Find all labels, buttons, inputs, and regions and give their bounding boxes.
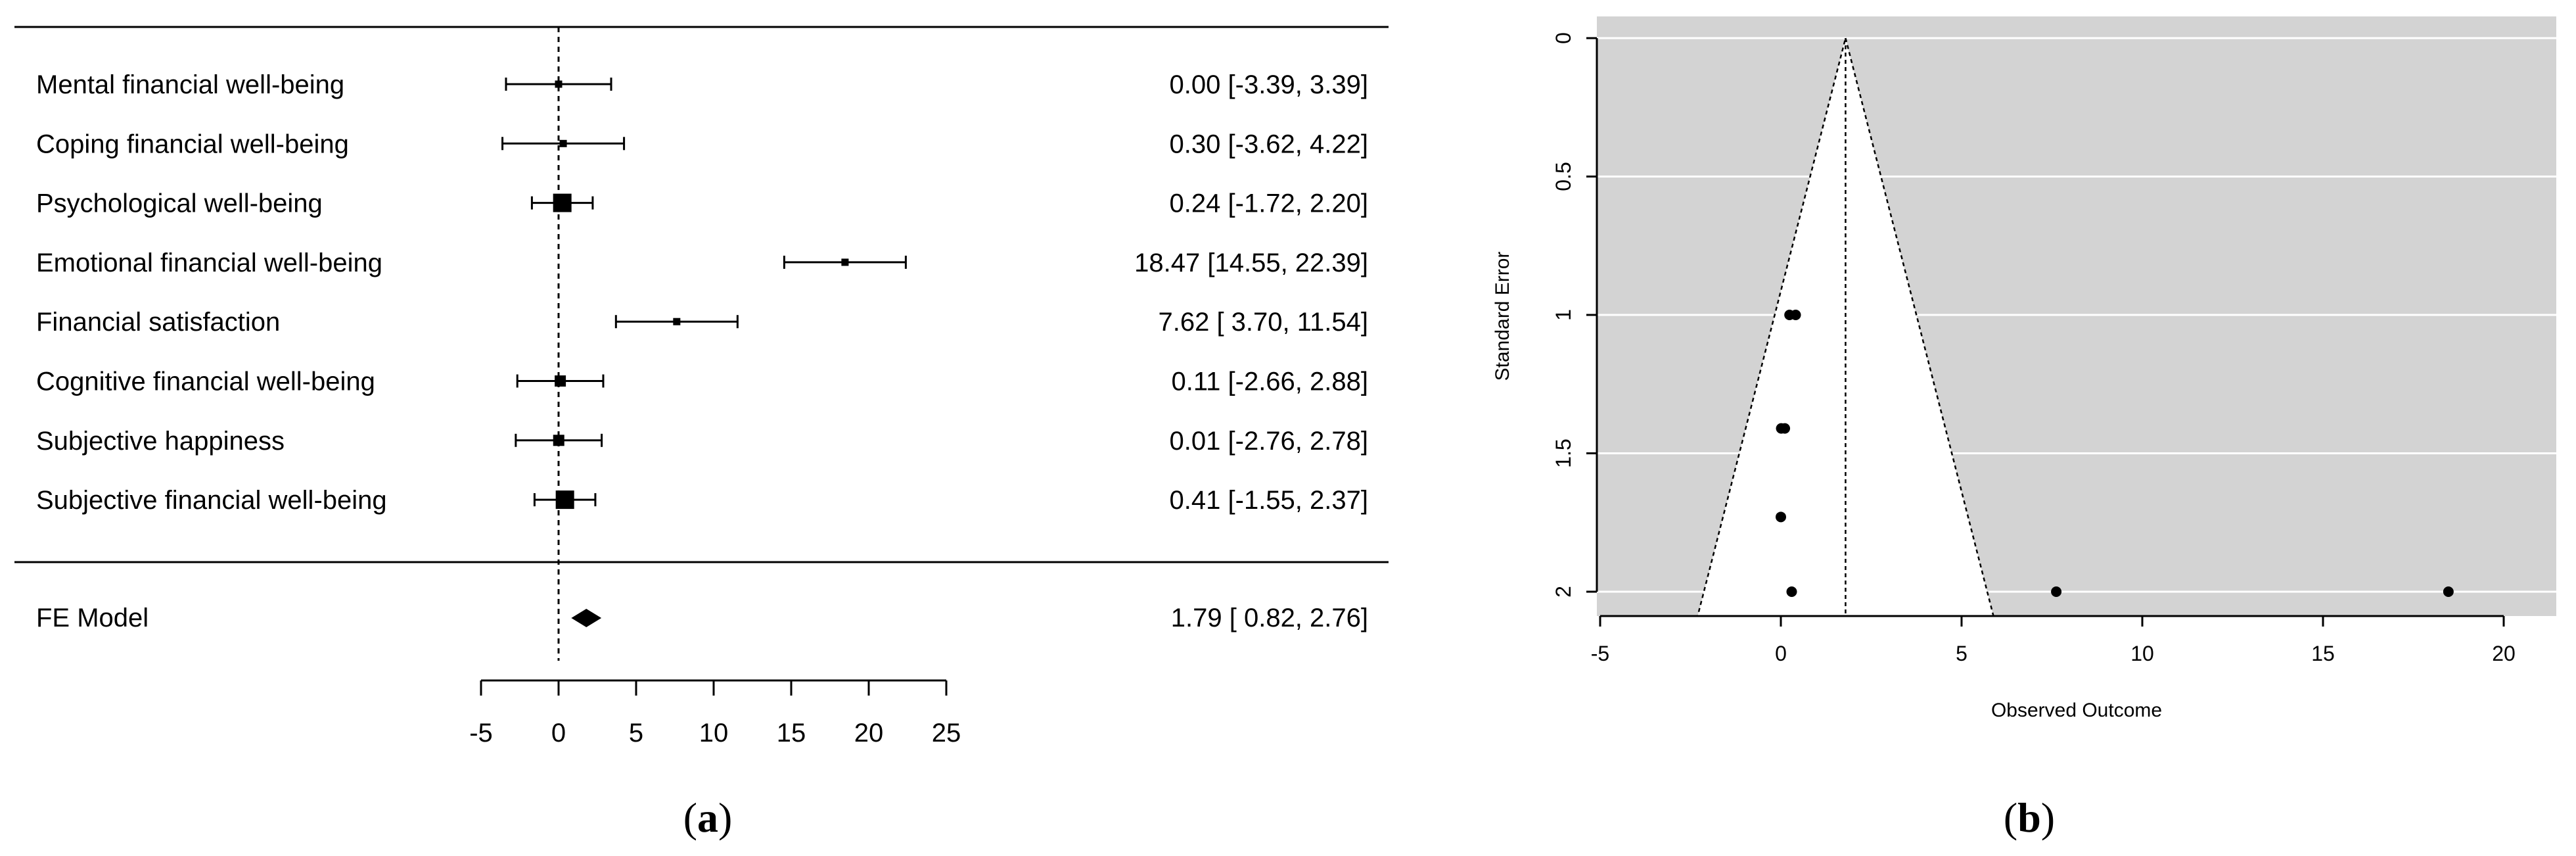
forest-row: Cognitive financial well-being 0.11 [-2.6… — [36, 368, 1368, 396]
panel-a-caption: (a) — [683, 794, 733, 841]
forest-row: Emotional financial well-being 18.47 [14.… — [36, 249, 1368, 277]
x-tick-label: 0 — [1775, 642, 1787, 665]
estimate-ci-text: 0.41 [-1.55, 2.37] — [1170, 486, 1368, 515]
estimate-ci-text: 0.11 [-2.66, 2.88] — [1172, 368, 1368, 396]
x-tick-label: 10 — [2130, 642, 2154, 665]
x-tick-label: 5 — [629, 719, 643, 748]
funnel-points — [1776, 310, 2454, 597]
x-tick-label: 20 — [854, 719, 884, 748]
study-label: Cognitive financial well-being — [36, 368, 375, 396]
x-tick-label: 25 — [932, 719, 961, 748]
forest-summary-label: FE Model — [36, 604, 149, 632]
study-label: Subjective financial well-being — [36, 486, 387, 515]
forest-summary-text: 1.79 [ 0.82, 2.76] — [1171, 604, 1368, 632]
x-tick-label: -5 — [469, 719, 493, 748]
y-tick-label: 1 — [1552, 309, 1575, 321]
y-tick-label: 2 — [1552, 586, 1575, 598]
x-tick-label: 10 — [699, 719, 729, 748]
estimate-ci-text: 0.00 [-3.39, 3.39] — [1170, 70, 1368, 99]
point-estimate-box — [553, 193, 572, 212]
funnel-region — [1696, 37, 1995, 617]
study-point — [1786, 586, 1797, 597]
caption-letter: b — [2017, 794, 2041, 841]
funnel-x-axis-label: Observed Outcome — [1991, 700, 2162, 721]
forest-row: Financial satisfaction 7.62 [ 3.70, 11.54… — [36, 308, 1368, 337]
caption-open: ( — [683, 794, 697, 841]
estimate-ci-text: 0.30 [-3.62, 4.22] — [1170, 130, 1368, 158]
x-tick-label: 20 — [2492, 642, 2516, 665]
study-label: Emotional financial well-being — [36, 249, 382, 277]
funnel-x-ticks: -5 0 5 10 15 20 — [1591, 616, 2516, 665]
study-point — [1776, 423, 1787, 434]
forest-summary-diamond — [571, 609, 602, 627]
forest-plot: Mental financial well-being 0.00 [-3.39, … — [14, 26, 1389, 841]
x-tick-label: 15 — [2311, 642, 2335, 665]
funnel-grid — [1597, 37, 2556, 593]
study-label: Subjective happiness — [36, 427, 285, 456]
point-estimate-box — [559, 139, 567, 147]
forest-row: Coping financial well-being 0.30 [-3.62, … — [36, 130, 1368, 158]
funnel-y-axis-label: Standard Error — [1492, 252, 1513, 381]
study-point — [2443, 586, 2454, 597]
point-estimate-box — [555, 490, 574, 510]
caption-open: ( — [2004, 794, 2017, 841]
y-tick-label: 0.5 — [1552, 162, 1575, 191]
funnel-plot: -5 0 5 10 15 20 0 0.5 1 1.5 2 Observed Outcome St… — [1492, 16, 2556, 841]
point-estimate-box — [841, 258, 849, 266]
estimate-ci-text: 0.01 [-2.76, 2.78] — [1170, 427, 1368, 456]
forest-row: Mental financial well-being 0.00 [-3.39, … — [36, 70, 1368, 99]
study-label: Financial satisfaction — [36, 308, 280, 337]
caption-close: ) — [718, 794, 732, 841]
x-tick-label: 0 — [551, 719, 566, 748]
funnel-y-ticks: 0 0.5 1 1.5 2 — [1552, 32, 1597, 598]
estimate-ci-text: 0.24 [-1.72, 2.20] — [1170, 189, 1368, 218]
point-estimate-box — [555, 80, 563, 88]
forest-row: Subjective financial well-being 0.41 [-1.… — [36, 486, 1368, 515]
study-point — [2051, 586, 2062, 597]
point-estimate-box — [555, 375, 566, 387]
estimate-ci-text: 18.47 [14.55, 22.39] — [1134, 249, 1368, 277]
study-label: Psychological well-being — [36, 189, 323, 218]
x-tick-label: 15 — [777, 719, 806, 748]
study-label: Coping financial well-being — [36, 130, 349, 158]
x-tick-label: 5 — [1956, 642, 1967, 665]
forest-row: Subjective happiness 0.01 [-2.76, 2.78] — [36, 427, 1368, 456]
panel-b-caption: (b) — [2004, 794, 2055, 841]
forest-rows: Mental financial well-being 0.00 [-3.39, … — [36, 70, 1368, 515]
point-estimate-box — [673, 318, 681, 325]
caption-close: ) — [2041, 794, 2055, 841]
forest-row: Psychological well-being 0.24 [-1.72, 2.2… — [36, 189, 1368, 218]
x-tick-label: -5 — [1591, 642, 1609, 665]
forest-x-ticks: -5 0 5 10 15 20 25 — [469, 680, 961, 748]
y-tick-label: 0 — [1552, 32, 1575, 44]
y-tick-label: 1.5 — [1552, 439, 1575, 467]
study-point — [1776, 511, 1786, 523]
point-estimate-box — [553, 435, 564, 446]
caption-letter: a — [697, 794, 718, 841]
study-label: Mental financial well-being — [36, 70, 344, 99]
study-point — [1790, 310, 1801, 320]
estimate-ci-text: 7.62 [ 3.70, 11.54] — [1158, 308, 1368, 337]
